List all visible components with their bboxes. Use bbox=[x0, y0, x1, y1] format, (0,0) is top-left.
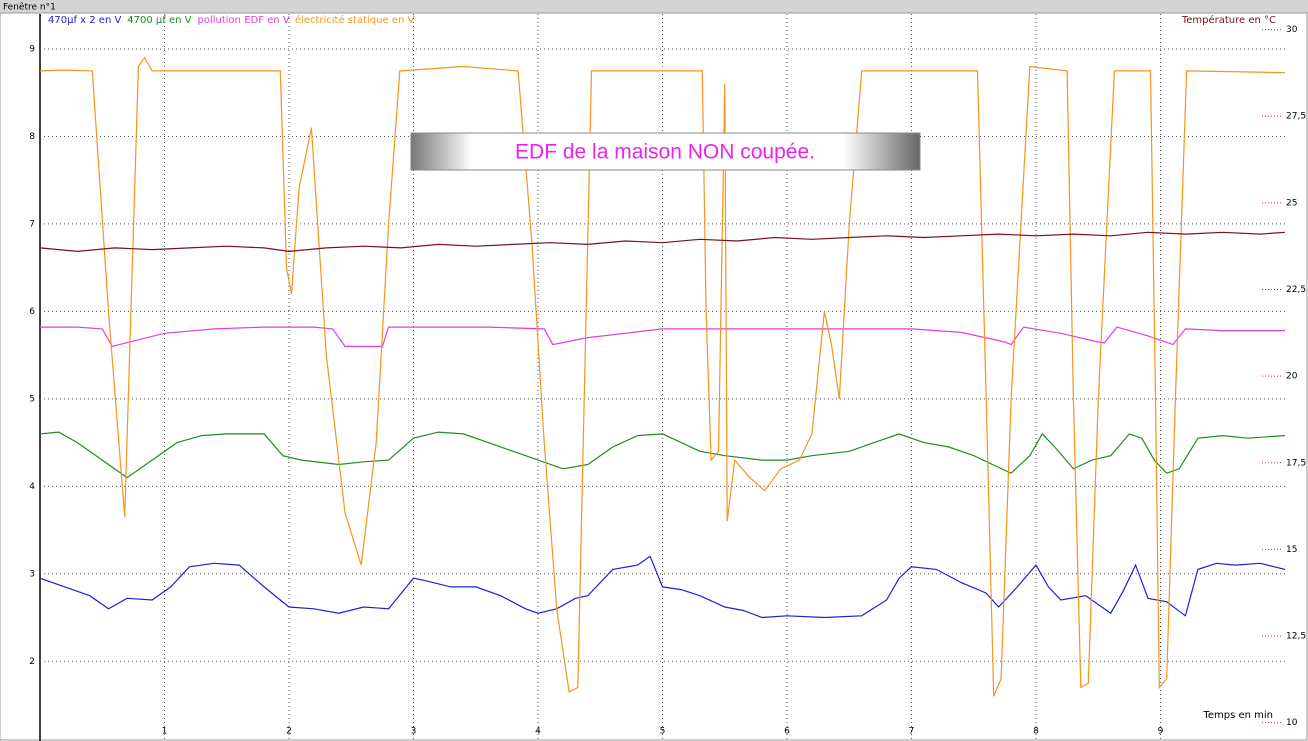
y-tick-label: 3 bbox=[29, 569, 35, 579]
legend-entry: 4700 µf en V bbox=[127, 15, 191, 26]
y-tick-label: 6 bbox=[29, 307, 35, 317]
annotation: EDF de la maison NON coupée. bbox=[515, 141, 815, 164]
y2-label: Température en °C bbox=[1181, 14, 1276, 26]
annotation-box bbox=[410, 132, 921, 171]
series-line bbox=[39, 56, 1286, 697]
legend-entry: électricité statique en V bbox=[295, 14, 415, 26]
x-tick-label: 3 bbox=[411, 727, 417, 737]
y2-tick-label: 22,5 bbox=[1286, 285, 1306, 295]
y-tick-label: 8 bbox=[29, 132, 35, 142]
y2-tick-label: 30 bbox=[1286, 25, 1298, 35]
y2-tick-label: 20 bbox=[1286, 372, 1298, 382]
y-tick-label: 7 bbox=[29, 219, 35, 229]
series-line bbox=[39, 555, 1286, 619]
y-tick-label: 9 bbox=[29, 44, 35, 54]
x-tick-label: 9 bbox=[1158, 727, 1164, 737]
series-line bbox=[40, 326, 1285, 348]
y-tick-label: 4 bbox=[29, 482, 35, 492]
y2-tick-label: 15 bbox=[1286, 545, 1297, 555]
y-tick-label: 5 bbox=[29, 394, 35, 404]
y2-tick-label: 25 bbox=[1286, 198, 1297, 208]
y2-tick-label: 10 bbox=[1286, 718, 1298, 728]
legend: 470µf x 2 en V 4700 µf en V pollution EDF … bbox=[48, 14, 414, 26]
window-title: Fenêtre n°1 bbox=[3, 2, 56, 13]
x-tick-label: 2 bbox=[286, 727, 292, 737]
series bbox=[39, 56, 1286, 697]
x-tick-label: 6 bbox=[784, 727, 790, 737]
x-label: Temps en min bbox=[1202, 710, 1273, 721]
y2-tick-label: 12,5 bbox=[1286, 632, 1306, 642]
x-tick-label: 7 bbox=[909, 727, 915, 737]
legend-entry: pollution EDF en V bbox=[198, 15, 290, 26]
y-tick-label: 2 bbox=[29, 657, 35, 667]
x-tick-label: 4 bbox=[535, 727, 541, 737]
x-tick-label: 1 bbox=[162, 727, 168, 737]
title-bar bbox=[0, 0, 1308, 13]
series-line bbox=[39, 231, 1286, 253]
x-tick-label: 8 bbox=[1033, 727, 1039, 737]
series-line bbox=[39, 431, 1286, 479]
plot-frame bbox=[0, 12, 1308, 741]
legend-entry: 470µf x 2 en V bbox=[48, 15, 121, 26]
y2-tick-label: 17,5 bbox=[1286, 458, 1306, 468]
y2-tick-label: 27,5 bbox=[1286, 112, 1306, 122]
x-tick-label: 5 bbox=[660, 727, 666, 737]
